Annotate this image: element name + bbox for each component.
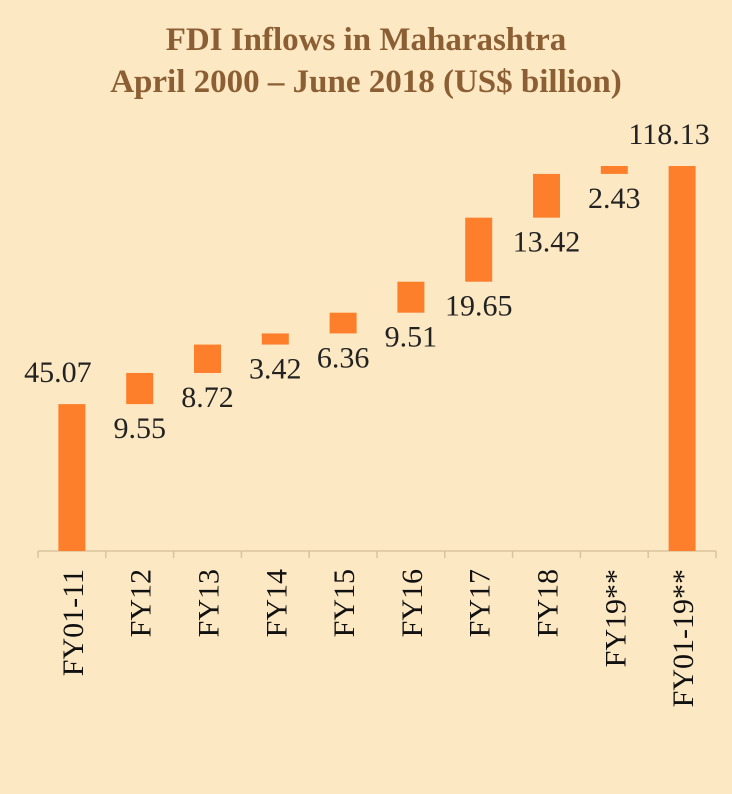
chart-subtitle: April 2000 – June 2018 (US$ billion) [110,64,622,100]
x-axis-ticks [37,551,717,558]
x-tick-label-group: FY01-11 FY12 FY13 FY14 FY15 FY16 FY17 FY18 FY19*… [57,569,700,707]
data-label: 6.36 [317,341,370,374]
x-tick-label: FY17 [464,569,497,637]
data-label: 8.72 [181,381,234,414]
x-tick-label: FY12 [125,569,158,637]
bar-group [58,166,696,551]
bar-fy12 [126,372,154,405]
x-tick-label: FY13 [193,569,226,637]
bar-fy15 [329,312,357,334]
data-label: 13.42 [513,226,581,259]
data-label: 118.13 [628,118,709,151]
data-label: 9.51 [385,321,438,354]
data-label: 3.42 [249,353,302,386]
data-label: 2.43 [588,182,641,215]
bar-fy14 [261,333,289,345]
x-tick-label: FY14 [260,569,293,637]
chart-title: FDI Inflows in Maharashtra [165,22,567,58]
data-label: 9.55 [113,412,166,445]
bar-fy19- [600,166,628,174]
x-tick-label: FY01-11 [57,569,90,676]
data-label: 19.65 [445,290,513,323]
bar-fy01-11 [58,404,86,551]
x-tick-label: FY01-19** [667,569,700,707]
x-tick-label: FY19** [599,569,632,667]
x-tick-label: FY15 [328,569,361,637]
x-tick-label: FY18 [532,569,565,637]
bar-fy17 [465,217,493,282]
data-label: 45.07 [24,356,92,389]
bar-fy13 [194,344,221,373]
bar-fy01-19- [668,166,696,551]
bar-fy18 [533,173,560,218]
bar-fy16 [397,281,425,313]
x-tick-label: FY16 [396,569,429,637]
